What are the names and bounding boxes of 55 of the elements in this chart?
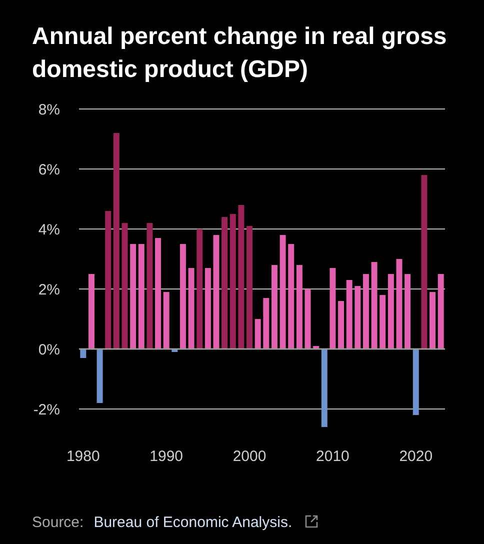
bar bbox=[321, 349, 328, 427]
bar bbox=[421, 175, 428, 349]
bar bbox=[388, 274, 394, 349]
bar bbox=[204, 268, 211, 349]
y-tick-label: 0% bbox=[38, 341, 60, 358]
y-tick-label: 8% bbox=[38, 101, 60, 118]
bar bbox=[213, 235, 220, 349]
bar bbox=[88, 274, 94, 349]
bar bbox=[230, 214, 236, 349]
bar bbox=[380, 295, 386, 349]
x-tick-label: 1980 bbox=[66, 448, 100, 465]
y-tick-label: -2% bbox=[33, 401, 60, 418]
bar bbox=[263, 298, 270, 349]
bar bbox=[412, 349, 419, 415]
bar bbox=[346, 280, 352, 349]
bar bbox=[96, 349, 103, 403]
y-tick-label: 2% bbox=[38, 281, 60, 298]
bar bbox=[105, 211, 112, 349]
bar bbox=[296, 265, 302, 349]
bar bbox=[354, 286, 361, 349]
bar bbox=[155, 238, 162, 349]
bar bbox=[254, 319, 261, 349]
bar bbox=[163, 292, 170, 349]
source-note: Source: bbox=[32, 514, 84, 531]
bar bbox=[138, 244, 144, 349]
bar bbox=[271, 265, 278, 349]
bar bbox=[146, 223, 153, 349]
bar bbox=[404, 274, 411, 349]
y-tick-label: 6% bbox=[38, 161, 60, 178]
bar bbox=[304, 289, 311, 349]
bar bbox=[338, 301, 344, 349]
bar bbox=[222, 217, 228, 349]
bar bbox=[238, 205, 244, 349]
bar bbox=[280, 235, 286, 349]
x-tick-label: 1990 bbox=[150, 448, 184, 465]
bar bbox=[330, 268, 336, 349]
chart-title: Annual percent change in real gross domestic product (GDP) bbox=[32, 23, 447, 83]
bar bbox=[438, 274, 444, 349]
bar bbox=[196, 229, 203, 349]
bar bbox=[288, 244, 294, 349]
bar bbox=[396, 259, 402, 349]
bar bbox=[130, 244, 136, 349]
bar bbox=[430, 292, 436, 349]
y-tick-label: 4% bbox=[38, 221, 60, 238]
bar bbox=[371, 262, 378, 349]
x-tick-label: 2010 bbox=[316, 448, 350, 465]
bar bbox=[362, 274, 369, 349]
x-tick-label: 2000 bbox=[232, 448, 266, 465]
bar bbox=[113, 133, 120, 349]
x-tick-label: 2020 bbox=[399, 448, 433, 465]
bar bbox=[188, 268, 194, 349]
text: Bureau of Economic Analysis. bbox=[94, 514, 292, 531]
bar bbox=[180, 244, 186, 349]
bar bbox=[122, 223, 128, 349]
bar bbox=[246, 226, 253, 349]
